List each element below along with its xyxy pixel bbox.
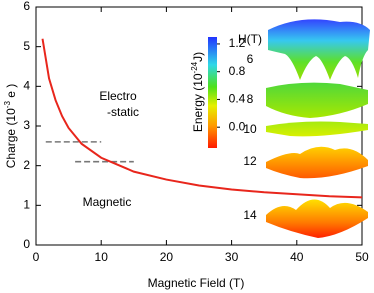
colorbar-label: Energy (10-24J) (190, 52, 205, 132)
surface-plot (266, 121, 368, 137)
colorbar (208, 37, 217, 148)
x-tick-label: 30 (225, 250, 239, 264)
y-tick-label: 2 (23, 158, 30, 172)
colorbar-tick-label: 0.8 (229, 64, 246, 78)
annotation: Electro (99, 89, 137, 103)
y-label-sup: -3 (3, 101, 12, 109)
surface-plot (266, 146, 368, 179)
field-label: 8 (247, 92, 254, 106)
y-tick-label: 6 (23, 0, 30, 13)
y-tick-label: 4 (23, 79, 30, 93)
field-label: 14 (243, 208, 257, 222)
line-series (41, 38, 363, 199)
surface-plot (268, 19, 370, 80)
x-axis-label: Magnetic Field (T) (148, 276, 245, 290)
cb-label-sup: -24 (190, 61, 199, 73)
field-label: 12 (243, 154, 257, 168)
annotation: Magnetic (83, 195, 132, 209)
x-tick-label: 50 (355, 250, 369, 264)
field-label: 6 (247, 52, 254, 66)
y-label-suffix: e ) (4, 84, 18, 101)
y-label-prefix: Charge (10 (4, 108, 18, 168)
cb-label-prefix: Energy (10 (191, 73, 205, 132)
x-tick-label: 0 (33, 250, 40, 264)
x-tick-label: 40 (290, 250, 304, 264)
colorbar-tick-label: 0.0 (229, 119, 246, 133)
y-tick-label: 0 (23, 237, 30, 251)
x-tick-label: 10 (95, 250, 109, 264)
surface-plot (266, 82, 368, 118)
annotation: -static (107, 105, 139, 119)
colorbar-tick-label: 1.2 (229, 36, 246, 50)
y-tick-label: 1 (23, 198, 30, 212)
inset-header: H(T) (238, 32, 262, 46)
y-axis-label: Charge (10-3 e ) (3, 84, 18, 169)
field-label: 10 (243, 122, 257, 136)
colorbar-tick-label: 0.4 (229, 92, 246, 106)
y-tick-label: 3 (23, 118, 30, 132)
x-tick-label: 20 (160, 250, 174, 264)
surface-plot (266, 199, 368, 238)
cb-label-suffix: J) (191, 52, 205, 62)
y-tick-label: 5 (23, 39, 30, 53)
